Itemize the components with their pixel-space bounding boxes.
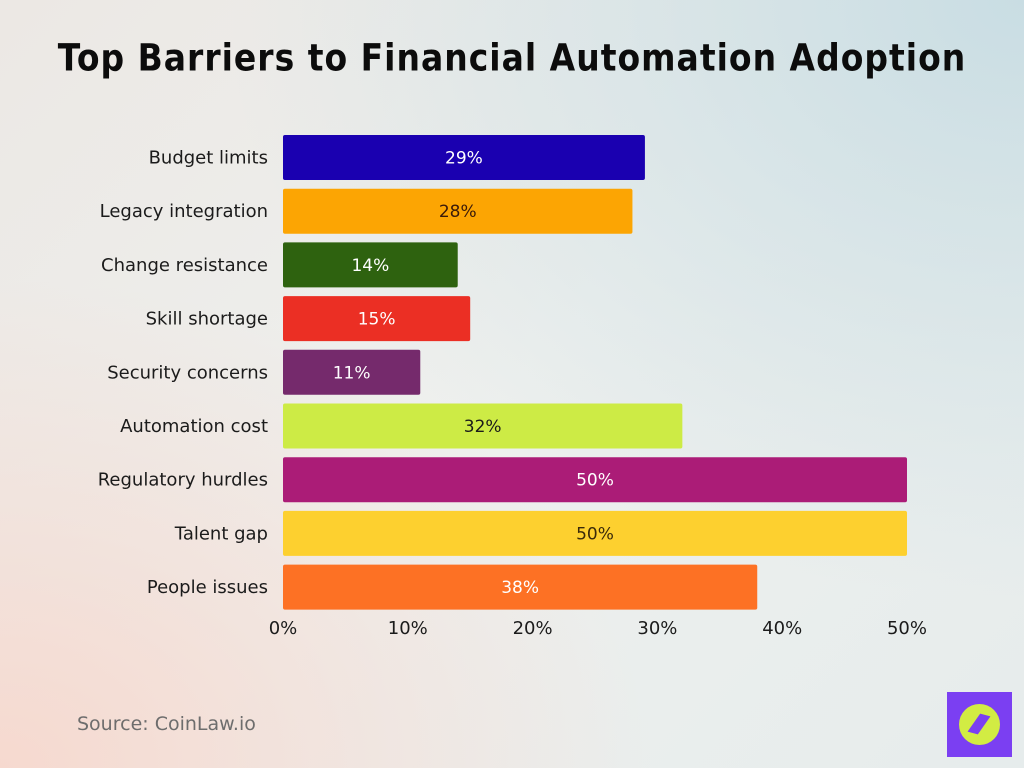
category-label: People issues bbox=[147, 577, 268, 598]
category-label: Regulatory hurdles bbox=[98, 470, 268, 491]
category-label: Skill shortage bbox=[146, 309, 268, 330]
compass-logo-icon bbox=[947, 692, 1012, 757]
category-label: Budget limits bbox=[149, 148, 268, 169]
bar bbox=[283, 242, 458, 288]
bar bbox=[283, 564, 758, 610]
category-label: Change resistance bbox=[101, 255, 268, 276]
category-label: Automation cost bbox=[120, 416, 268, 437]
data-label: 14% bbox=[351, 256, 389, 276]
x-tick-label: 30% bbox=[637, 618, 677, 639]
data-label: 15% bbox=[358, 310, 396, 330]
bar bbox=[283, 296, 471, 342]
category-label: Security concerns bbox=[107, 362, 268, 383]
x-tick-label: 10% bbox=[388, 618, 428, 639]
x-tick-label: 50% bbox=[887, 618, 927, 639]
source-text: Source: CoinLaw.io bbox=[77, 713, 256, 735]
data-label: 50% bbox=[576, 471, 614, 491]
bar bbox=[283, 457, 907, 503]
bar bbox=[283, 349, 421, 395]
bar bbox=[283, 403, 683, 449]
data-label: 50% bbox=[576, 524, 614, 544]
x-tick-label: 40% bbox=[762, 618, 802, 639]
category-label: Legacy integration bbox=[100, 201, 268, 222]
data-label: 38% bbox=[501, 578, 539, 598]
bar bbox=[283, 188, 633, 234]
data-label: 11% bbox=[333, 363, 371, 383]
chart-title: Top Barriers to Financial Automation Ado… bbox=[57, 35, 967, 80]
data-label: 32% bbox=[464, 417, 502, 437]
x-tick-label: 20% bbox=[513, 618, 553, 639]
bar bbox=[283, 135, 645, 180]
data-label: 28% bbox=[439, 202, 477, 222]
category-label: Talent gap bbox=[174, 523, 268, 544]
data-label: 29% bbox=[445, 149, 483, 169]
bar bbox=[283, 510, 907, 556]
x-tick-label: 0% bbox=[269, 618, 298, 639]
